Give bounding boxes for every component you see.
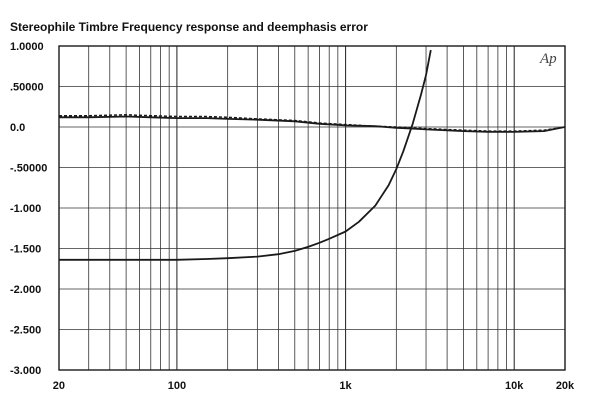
series-line-4	[59, 49, 432, 261]
x-axis-ticks: 20 100 1k 10k 20k	[53, 380, 575, 392]
y-tick-label: -.50000	[10, 163, 47, 175]
x-tick-label: 1k	[339, 380, 352, 392]
y-tick-label: 1.0000	[10, 41, 44, 53]
x-tick-label: 100	[168, 380, 186, 392]
y-tick-label: .50000	[10, 82, 44, 94]
x-tick-label: 20	[53, 380, 65, 392]
ap-logo-text: Ap	[539, 51, 557, 67]
y-tick-label: -3.000	[10, 365, 41, 377]
y-tick-label: -2.000	[10, 284, 41, 296]
y-tick-label: -1.000	[10, 203, 41, 215]
series-line-3	[425, 126, 565, 133]
plot-frame	[58, 45, 566, 371]
x-tick-label: 10k	[505, 380, 524, 392]
y-tick-label: -1.500	[10, 244, 41, 256]
y-axis-ticks: 1.0000 .50000 0.0 -.50000 -1.000 -1.500 -2.000…	[10, 41, 47, 377]
series-lines	[59, 49, 565, 261]
grid-lines	[59, 45, 565, 371]
y-tick-label: -2.500	[10, 325, 41, 337]
chart-title: Stereophile Timbre Frequency response an…	[10, 20, 368, 34]
y-tick-label: 0.0	[10, 122, 25, 134]
x-tick-label: 20k	[556, 380, 575, 392]
